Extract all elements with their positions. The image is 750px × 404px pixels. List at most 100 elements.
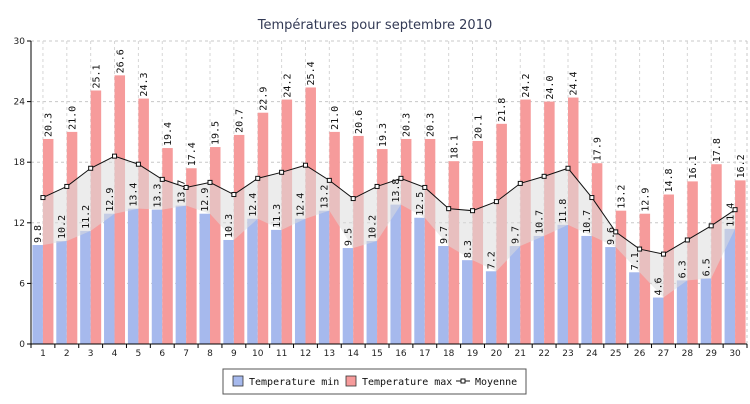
bar-min [652, 297, 664, 344]
min-value-label: 4.6 [654, 277, 665, 295]
min-value-label: 9.7 [511, 226, 522, 244]
min-value-label: 11.4 [725, 203, 736, 227]
max-value-label: 12.9 [640, 188, 651, 212]
average-point [565, 165, 571, 171]
x-tick-label: 8 [207, 349, 213, 359]
bar-max [210, 147, 221, 344]
y-tick-label: 18 [14, 158, 26, 168]
average-point [350, 196, 356, 202]
bar-min [462, 260, 473, 344]
max-value-label: 14.8 [664, 168, 675, 192]
legend-swatch-max [345, 375, 357, 387]
bar-max [400, 138, 412, 344]
min-value-label: 12.4 [296, 193, 307, 217]
x-tick-label: 11 [276, 349, 287, 359]
x-tick-label: 5 [136, 349, 142, 359]
max-value-label: 16.2 [736, 154, 747, 178]
x-tick-label: 16 [395, 349, 407, 359]
max-value-label: 24.2 [282, 73, 293, 97]
average-point [589, 195, 595, 201]
average-point [112, 153, 118, 159]
average-point [637, 246, 643, 252]
bar-min [414, 217, 425, 344]
x-tick-label: 22 [538, 349, 549, 359]
average-point [470, 208, 476, 214]
max-value-label: 26.6 [115, 49, 126, 73]
min-value-label: 9.6 [606, 227, 617, 245]
x-tick-label: 7 [183, 349, 189, 359]
max-value-label: 18.1 [449, 135, 460, 159]
x-tick-label: 6 [159, 349, 165, 359]
x-tick-label: 30 [729, 349, 741, 359]
bar-min [557, 224, 568, 344]
bar-min [581, 235, 592, 344]
min-value-label: 13.4 [129, 183, 140, 207]
min-value-label: 10.3 [224, 214, 235, 238]
average-point [613, 229, 619, 235]
average-point [374, 183, 380, 189]
chart-title: Températures pour septembre 2010 [257, 18, 492, 33]
bar-min [366, 240, 378, 344]
legend-label-max: Temperature max [362, 377, 452, 388]
average-point [541, 173, 547, 179]
average-point [40, 195, 46, 201]
max-value-label: 17.9 [593, 137, 604, 161]
min-value-label: 6.3 [678, 260, 689, 278]
bar-min [533, 235, 545, 344]
bar-min [175, 205, 187, 344]
min-value-label: 12.5 [415, 192, 426, 216]
min-value-label: 8.3 [463, 240, 474, 258]
legend: Temperature min Temperature max Moyenne [222, 368, 527, 395]
y-tick-label: 0 [19, 340, 25, 350]
max-value-label: 19.4 [163, 122, 174, 146]
bar-max [138, 98, 149, 344]
x-tick-label: 24 [586, 349, 598, 359]
bar-max [424, 138, 436, 344]
max-value-label: 24.4 [569, 71, 580, 95]
max-value-label: 21.0 [68, 106, 79, 130]
legend-box [222, 368, 527, 395]
average-point [732, 207, 738, 213]
average-point [279, 169, 285, 175]
bar-min [271, 229, 282, 344]
max-value-label: 24.3 [139, 72, 150, 96]
average-point [255, 175, 261, 181]
y-tick-label: 12 [14, 219, 25, 229]
x-tick-label: 20 [491, 349, 503, 359]
average-point [446, 206, 452, 212]
max-value-label: 22.9 [258, 87, 269, 111]
max-value-label: 24.2 [521, 73, 532, 97]
bar-min [199, 213, 210, 344]
bar-max [639, 213, 651, 344]
max-value-label: 19.5 [211, 121, 222, 145]
x-tick-label: 17 [419, 349, 430, 359]
x-tick-label: 15 [371, 349, 382, 359]
average-point [183, 184, 189, 190]
average-point [517, 180, 523, 186]
x-tick-label: 12 [300, 349, 311, 359]
average-point [422, 184, 428, 190]
max-value-label: 21.0 [330, 106, 341, 130]
max-value-label: 20.1 [473, 115, 484, 139]
y-tick-label: 6 [19, 279, 25, 289]
bar-min [509, 246, 521, 344]
min-value-label: 11.8 [558, 199, 569, 223]
average-point [326, 177, 332, 183]
bar-min [700, 278, 712, 344]
min-value-label: 13.3 [153, 184, 164, 208]
legend-swatch-min [232, 375, 244, 387]
bar-min [32, 245, 43, 344]
average-point [398, 175, 404, 181]
bar-max [448, 161, 460, 344]
min-value-label: 10.7 [534, 210, 545, 234]
min-value-label: 9.5 [343, 228, 354, 246]
y-tick-label: 24 [14, 98, 26, 108]
bar-min [724, 228, 736, 344]
bar-min [294, 218, 306, 344]
average-point [64, 183, 70, 189]
bar-min [342, 248, 354, 344]
x-tick-label: 9 [231, 349, 237, 359]
bar-min [151, 209, 163, 344]
